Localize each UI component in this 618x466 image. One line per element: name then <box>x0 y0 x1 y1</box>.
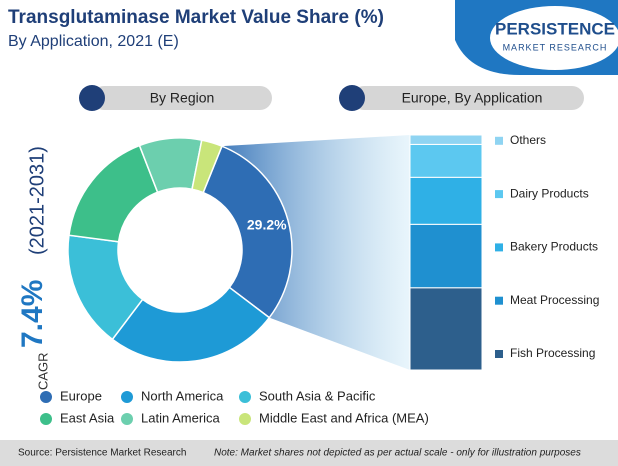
legend-label: Dairy Products <box>510 186 589 200</box>
application-heading: Europe, By Application <box>402 90 543 106</box>
legend-label: Middle East and Africa (MEA) <box>259 410 429 425</box>
bar-segment <box>409 134 483 145</box>
donut-segment <box>111 286 271 363</box>
legend-swatch <box>495 296 503 305</box>
legend-swatch <box>495 190 503 199</box>
legend-swatch <box>121 391 133 403</box>
footer-band <box>0 440 618 466</box>
legend-swatch <box>40 413 52 425</box>
legend-label: Latin America <box>141 410 221 425</box>
donut-segment <box>191 139 223 194</box>
legend-label: Meat Processing <box>510 293 599 307</box>
bar-segment <box>409 287 483 371</box>
legend-swatch <box>495 243 503 252</box>
logo-bottom: MARKET RESEARCH <box>503 42 608 52</box>
legend-label: Bakery Products <box>510 240 598 254</box>
region-heading: By Region <box>150 90 215 106</box>
pill-cap <box>339 85 365 111</box>
pill-cap <box>79 85 105 111</box>
logo-bg <box>490 6 618 70</box>
legend-swatch <box>495 350 503 358</box>
legend-label: South Asia & Pacific <box>259 388 376 403</box>
legend-label: Others <box>510 133 546 147</box>
legend-swatch <box>239 413 251 425</box>
bar-segment <box>409 223 483 289</box>
bar-segment <box>409 143 483 178</box>
cagr-period: (2021-2031) <box>26 146 48 255</box>
legend-label: North America <box>141 388 224 403</box>
legend-label: Fish Processing <box>510 346 595 360</box>
note: Note: Market shares not depicted as per … <box>214 448 581 459</box>
legend-swatch <box>495 136 503 145</box>
legend-swatch <box>121 413 133 425</box>
data-label: 29.2% <box>247 217 287 233</box>
cagr-label: CAGR <box>35 352 50 390</box>
logo-top: PERSISTENCE <box>495 19 615 38</box>
cagr-value: 7.4% <box>16 280 49 348</box>
legend-swatch <box>40 391 52 403</box>
source: Source: Persistence Market Research <box>18 448 186 459</box>
donut-segment <box>202 145 293 319</box>
application-pill <box>352 86 584 110</box>
subtitle: By Application, 2021 (E) <box>8 33 179 50</box>
title: Transglutaminase Market Value Share (%) <box>8 7 384 28</box>
legend-swatch <box>239 391 251 403</box>
legend-label: Europe <box>60 388 102 403</box>
legend-label: East Asia <box>60 410 115 425</box>
charts: 29.2% Europe North America South Asia & Pac… <box>40 133 599 425</box>
region-pill <box>92 86 272 110</box>
bar-segment <box>409 176 483 225</box>
